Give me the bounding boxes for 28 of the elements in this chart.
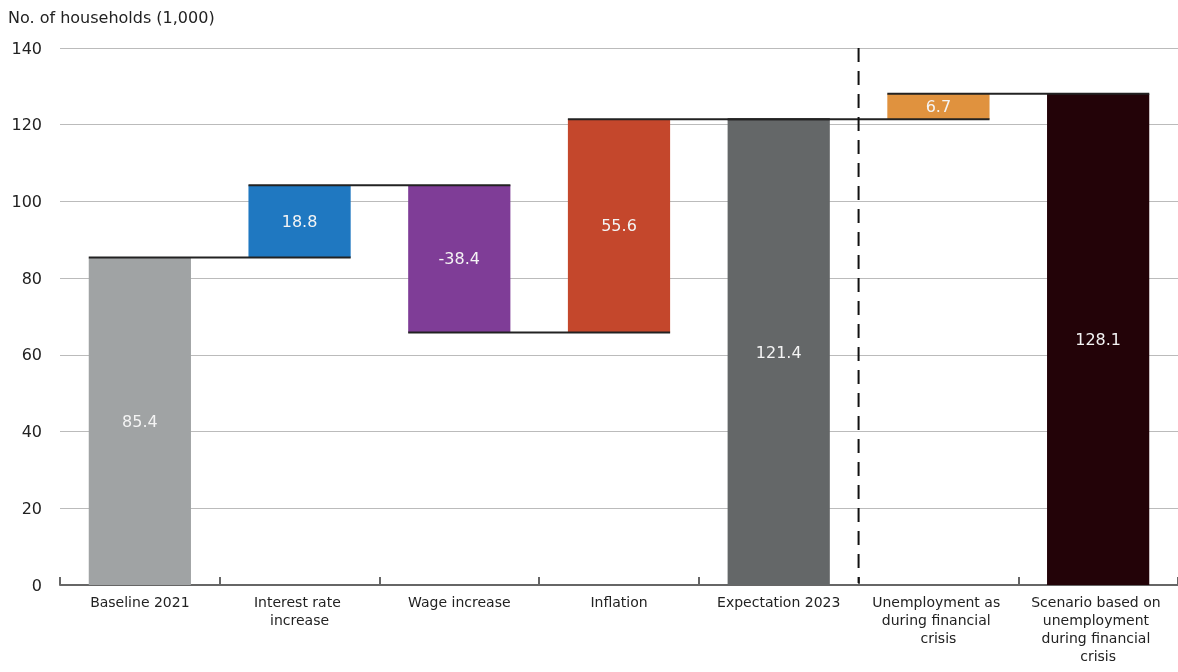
data-label: 85.4: [122, 411, 158, 431]
y-tick-label: 60: [21, 345, 42, 365]
data-label: 6.7: [925, 96, 952, 116]
y-tick-label: 100: [11, 191, 42, 211]
y-tick-label: 40: [21, 422, 42, 442]
x-tick-label: Baseline 2021: [90, 594, 190, 610]
data-label: 55.6: [601, 216, 637, 236]
x-tick-label: Scenario based on unemployment during financial crisis: [1031, 594, 1166, 664]
y-tick-label: 140: [11, 38, 42, 58]
bar: [1047, 93, 1150, 585]
y-axis-title: No. of households (1,000): [8, 7, 215, 27]
data-label: 121.4: [755, 342, 802, 362]
x-tick-label: Unemployment as during financial crisis: [872, 594, 1005, 646]
x-tick-label: Wage increase: [408, 594, 511, 610]
bar: [88, 257, 191, 585]
y-tick-label: 0: [31, 575, 42, 595]
y-tick-label: 20: [21, 498, 42, 518]
bar: [567, 119, 671, 333]
bar: [408, 185, 511, 333]
data-label: -38.4: [438, 249, 480, 269]
data-label: 18.8: [281, 211, 318, 231]
bar: [248, 185, 351, 258]
x-tick-label: Inflation: [590, 594, 648, 610]
y-tick-label: 120: [11, 115, 42, 135]
x-tick-label: Expectation 2023: [717, 594, 841, 610]
x-tick-label: Interest rate increase: [253, 594, 346, 628]
y-tick-label: 80: [21, 268, 42, 288]
data-label: 128.1: [1075, 329, 1122, 349]
